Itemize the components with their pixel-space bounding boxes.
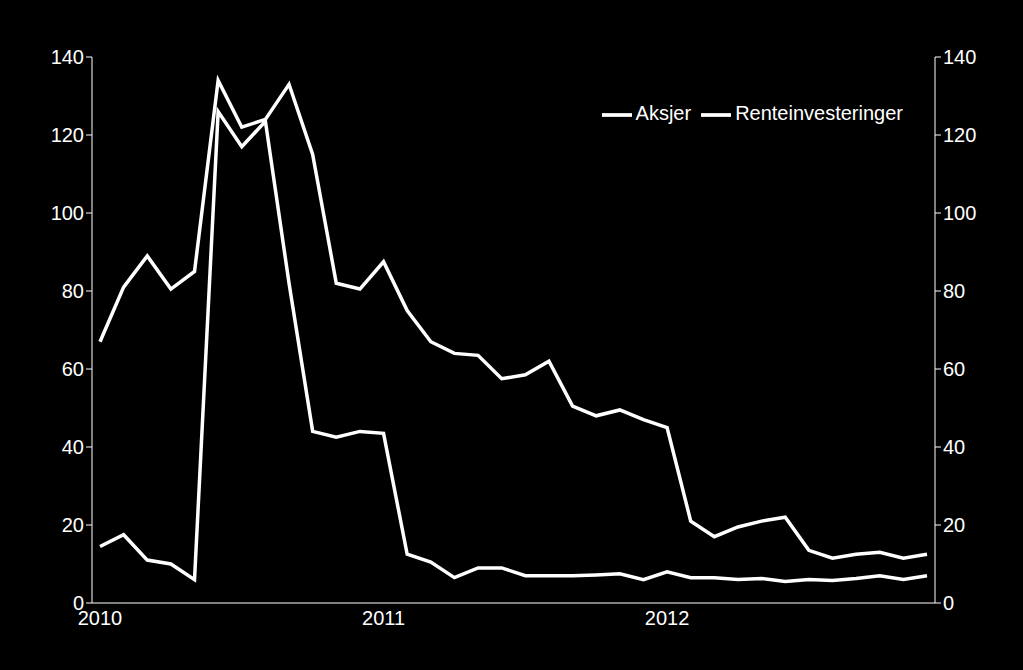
svg-text:60: 60: [62, 358, 84, 380]
svg-text:2011: 2011: [362, 607, 405, 629]
svg-text:2012: 2012: [645, 607, 690, 629]
svg-text:20: 20: [62, 514, 84, 536]
svg-text:0: 0: [943, 592, 954, 614]
svg-text:140: 140: [943, 46, 976, 68]
html-text:Renteinvesteringer: Renteinvesteringer: [735, 102, 903, 125]
svg-text:2010: 2010: [78, 607, 123, 629]
svg-text:80: 80: [943, 280, 965, 302]
html-text:Aksjer: Aksjer: [635, 102, 692, 125]
svg-text:20: 20: [943, 514, 965, 536]
svg-text:80: 80: [62, 280, 84, 302]
svg-text:120: 120: [51, 124, 84, 146]
svg-text:40: 40: [943, 436, 965, 458]
svg-text:40: 40: [62, 436, 84, 458]
svg-text:100: 100: [943, 202, 976, 224]
svg-text:60: 60: [943, 358, 965, 380]
svg-text:100: 100: [51, 202, 84, 224]
svg-text:0: 0: [73, 592, 84, 614]
svg-text:120: 120: [943, 124, 976, 146]
svg-text:140: 140: [51, 46, 84, 68]
